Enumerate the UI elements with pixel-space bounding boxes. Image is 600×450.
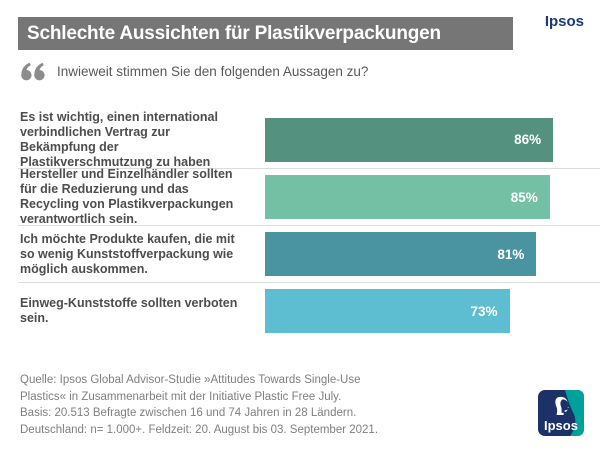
bar: 86% <box>265 117 554 162</box>
title-bar: Schlechte Aussichten für Plastikverpacku… <box>18 17 513 50</box>
bar-track: 73% <box>265 289 600 333</box>
question-row: Inwieweit stimmen Sie den folgenden Auss… <box>20 62 368 81</box>
bar: 73% <box>265 289 510 333</box>
question-text: Inwieweit stimmen Sie den folgenden Auss… <box>57 64 369 79</box>
bar-label: Hersteller und Einzelhändler sollten für… <box>20 167 234 226</box>
source-line: Quelle: Ipsos Global Advisor-Studie »Att… <box>20 374 361 386</box>
bar-value: 86% <box>514 132 542 147</box>
bar-label: Es ist wichtig, einen international verb… <box>20 109 218 169</box>
bar-value: 81% <box>497 246 525 262</box>
bar-label: Ich möchte Produkte kaufen, die mit so w… <box>20 231 235 276</box>
page-title: Schlechte Aussichten für Plastikverpacku… <box>27 22 441 44</box>
bar-row: Ich möchte Produkte kaufen, die mit so w… <box>18 225 600 282</box>
bar: 81% <box>265 232 537 276</box>
bar-track: 85% <box>265 175 600 219</box>
source-note: Quelle: Ipsos Global Advisor-Studie »Att… <box>20 372 378 438</box>
bar-track: 81% <box>265 232 600 276</box>
ipsos-logo: Ipsos <box>538 390 584 436</box>
bar-value: 73% <box>470 303 498 319</box>
bar: 85% <box>265 175 550 219</box>
bar-row: Einweg-Kunststoffe sollten verboten sein… <box>18 282 600 339</box>
bar-label: Einweg-Kunststoffe sollten verboten sein… <box>20 296 238 325</box>
bar-row: Es ist wichtig, einen international verb… <box>18 109 600 169</box>
quote-icon <box>21 62 45 81</box>
ipsos-logo-text: Ipsos <box>544 418 578 433</box>
source-line: Basis: 20.513 Befragte zwischen 16 und 7… <box>20 407 357 419</box>
ipsos-wordmark: Ipsos <box>544 13 584 30</box>
bar-row: Hersteller und Einzelhändler sollten für… <box>18 167 600 226</box>
bar-track: 86% <box>265 117 600 162</box>
bar-value: 85% <box>510 189 538 205</box>
bar-chart: Es ist wichtig, einen international verb… <box>18 109 600 339</box>
source-line: Plastics« in Zusammenarbeit mit der Init… <box>20 390 342 403</box>
source-line: Deutschland: n= 1.000+. Feldzeit: 20. Au… <box>20 423 379 436</box>
